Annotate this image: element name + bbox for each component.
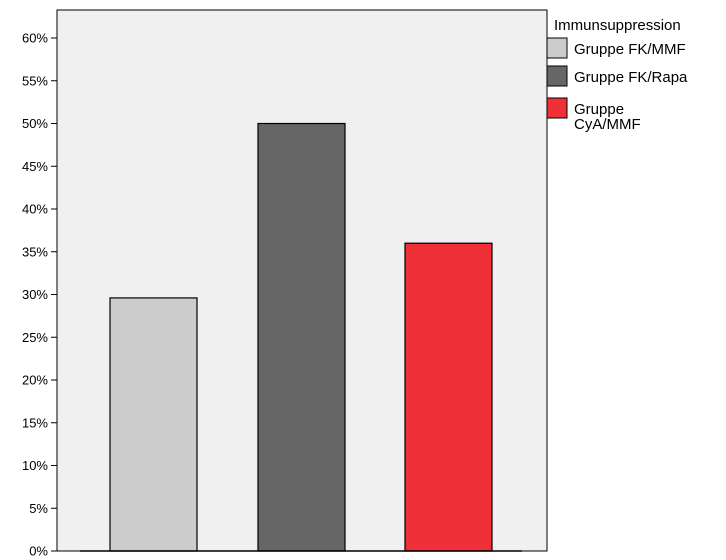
y-tick-label: 35% — [22, 244, 48, 259]
bar — [109, 297, 198, 552]
y-tick-label: 55% — [22, 73, 48, 88]
legend-label: Gruppe FK/MMF — [574, 41, 686, 58]
y-tick-label: 25% — [22, 330, 48, 345]
y-tick-label: 0% — [29, 544, 48, 559]
y-tick-label: 20% — [22, 373, 48, 388]
bar — [257, 122, 346, 552]
y-tick-label: 10% — [22, 458, 48, 473]
y-tick-label: 50% — [22, 116, 48, 131]
y-tick-label: 15% — [22, 415, 48, 430]
y-tick-label: 60% — [22, 31, 48, 46]
legend: Immunsuppression Gruppe FK/MMF Gruppe FK/… — [546, 17, 688, 133]
y-tick-label: 45% — [22, 159, 48, 174]
legend-label: CyA/MMF — [574, 116, 641, 133]
legend-swatch — [546, 97, 568, 119]
y-tick-label: 5% — [29, 501, 48, 516]
legend-title: Immunsuppression — [554, 17, 681, 34]
legend-swatch — [546, 37, 568, 59]
legend-label: Gruppe — [574, 101, 624, 118]
legend-swatch — [546, 65, 568, 87]
y-tick-label: 40% — [22, 202, 48, 217]
bars — [109, 122, 493, 552]
y-axis: 0% 5% 10% 15% 20% 25% 30% 35% 40% 45% 50% 55% 60% — [22, 31, 57, 559]
y-tick-label: 30% — [22, 287, 48, 302]
bar — [404, 242, 493, 552]
legend-label: Gruppe FK/Rapa — [574, 69, 688, 86]
